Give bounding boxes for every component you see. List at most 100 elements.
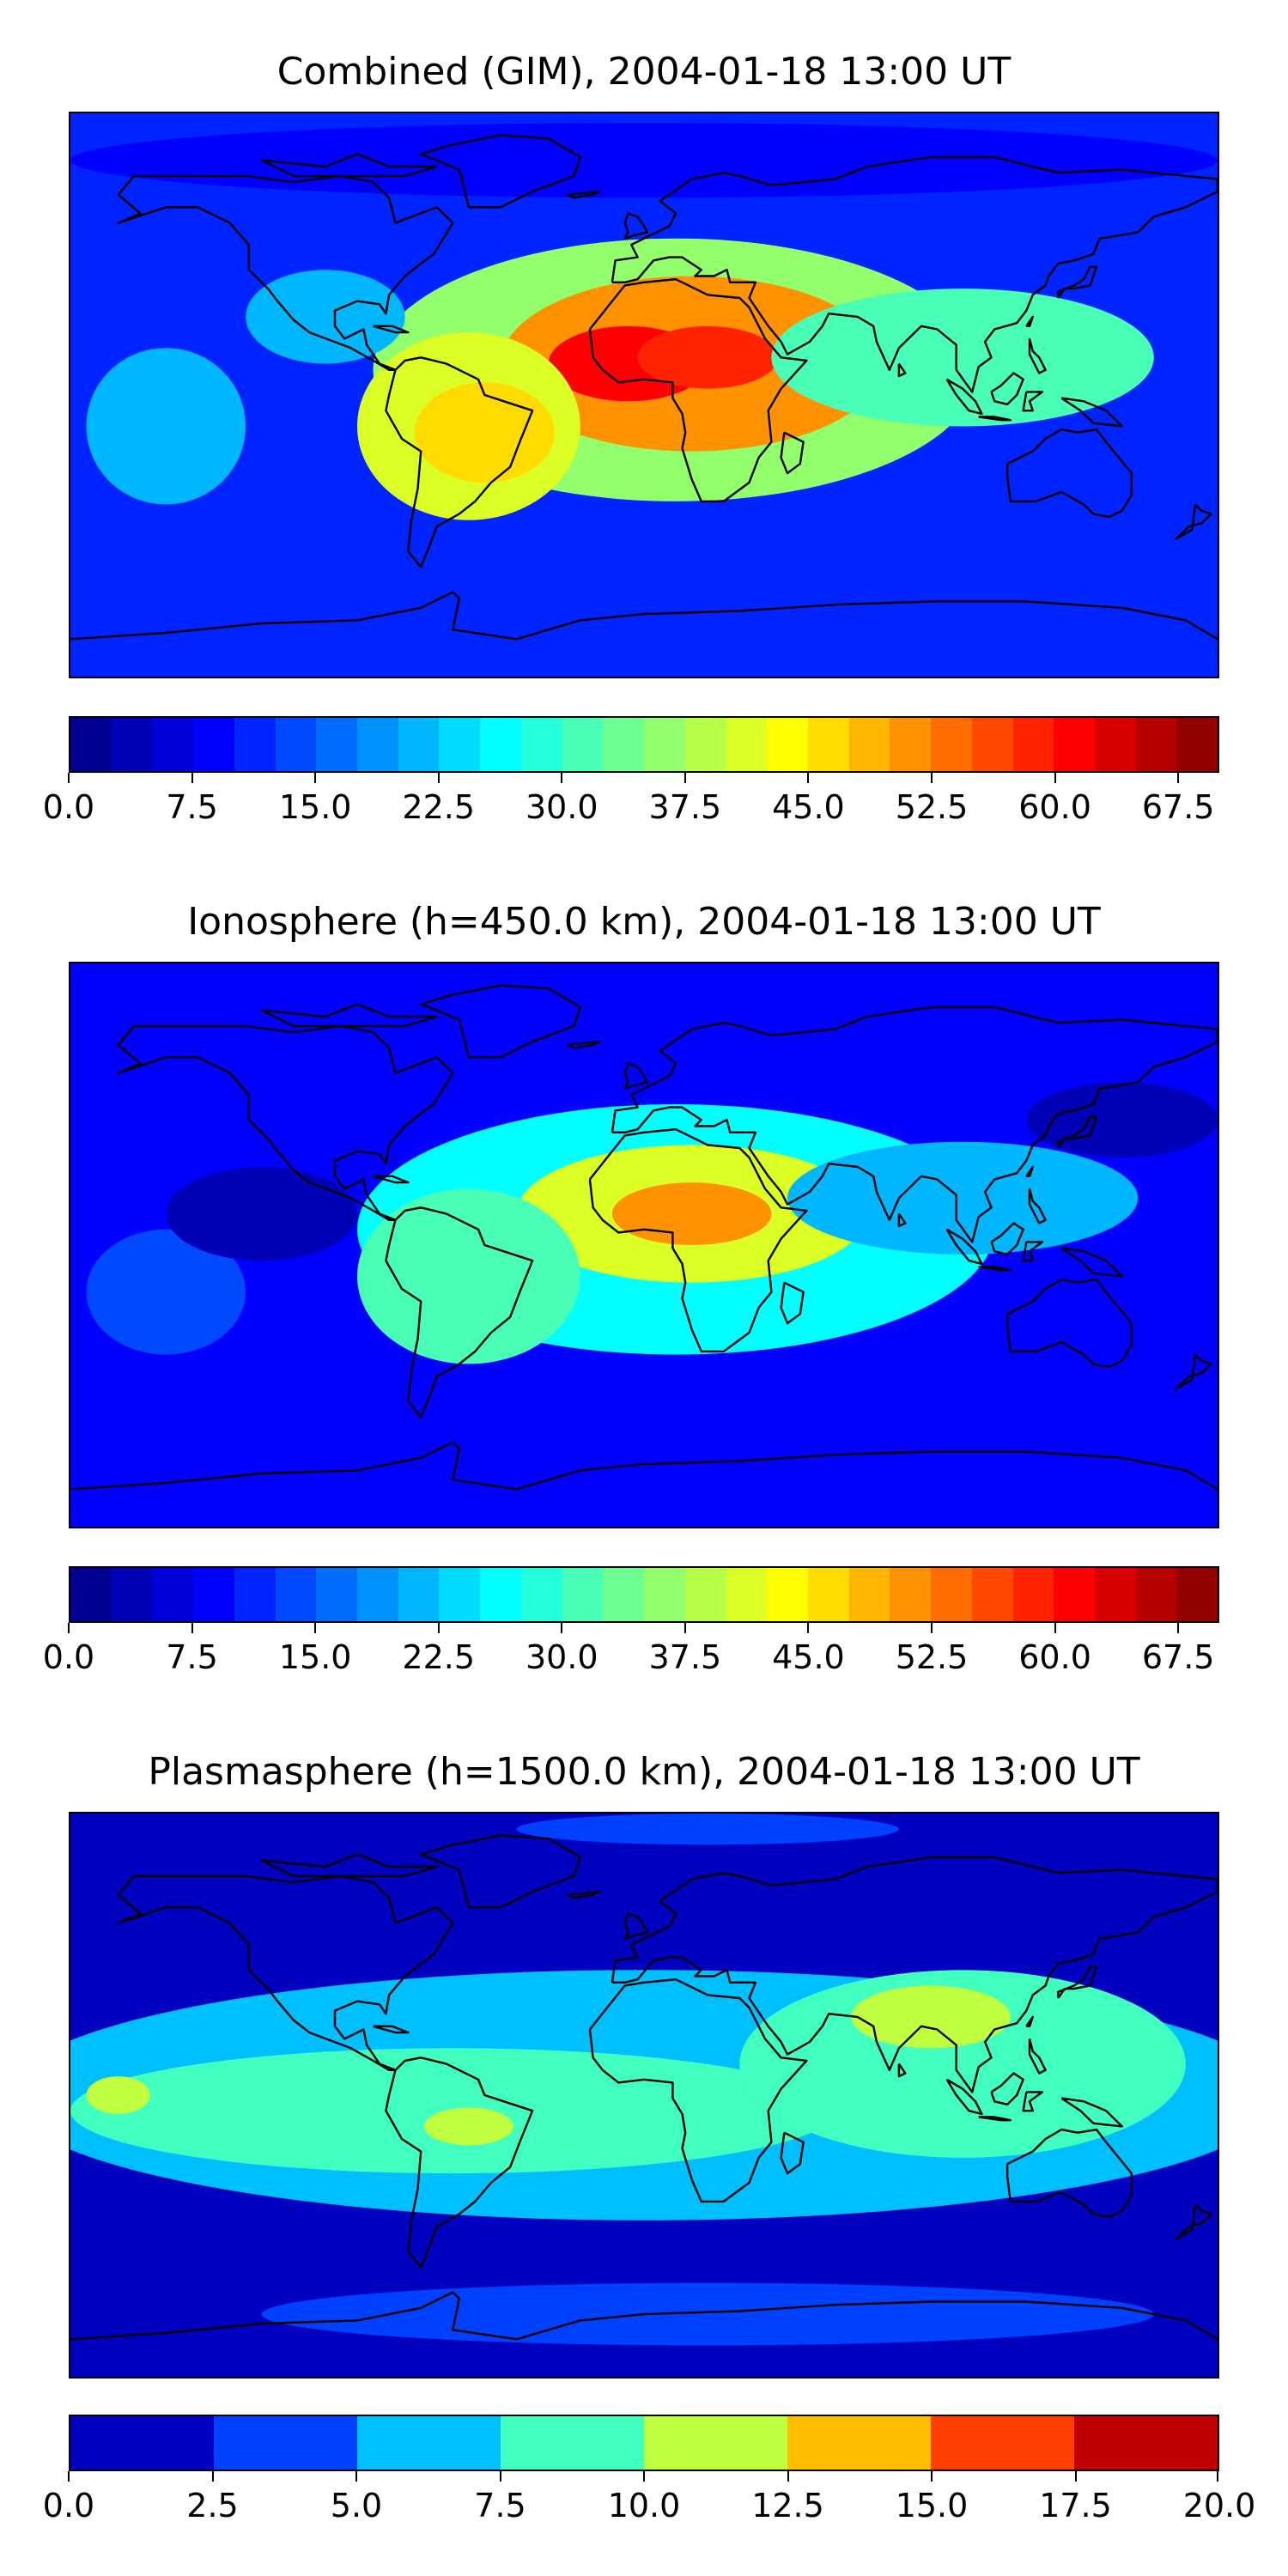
- colorbar-bin-2: [357, 2416, 501, 2470]
- coastline-16: [897, 362, 907, 378]
- colorbar-tick-mark: [68, 2471, 70, 2482]
- coastline-19: [1175, 503, 1212, 540]
- contour-region-5: [86, 1229, 246, 1355]
- colorbar-bin-7: [1074, 2416, 1218, 2470]
- coastline-2: [588, 1978, 808, 2203]
- coastline-7: [623, 212, 648, 240]
- colorbar-tick-label: 7.5: [474, 2487, 526, 2524]
- coastline-17: [567, 1040, 601, 1049]
- colorbar-bin-18: [807, 718, 849, 771]
- colorbar-bin-22: [971, 1568, 1013, 1621]
- colorbar-tick-mark: [1054, 1623, 1056, 1633]
- coastline-10: [978, 2116, 1012, 2122]
- contour-region-7: [516, 1814, 899, 1845]
- coastline-8: [1057, 265, 1098, 299]
- coastline-4: [1005, 2128, 1133, 2219]
- colorbar-tick-mark: [807, 773, 810, 783]
- colorbar-bin-6: [316, 718, 358, 771]
- coastline-8: [1057, 1965, 1098, 1999]
- colorbar-tick-mark: [355, 2471, 357, 2482]
- contour-region-10: [134, 614, 1218, 677]
- colorbar-bin-5: [275, 718, 317, 771]
- colorbar-bin-10: [480, 718, 521, 771]
- coastline-3: [611, 1856, 1218, 2093]
- contour-region-6: [166, 1166, 357, 1261]
- coastline-9: [945, 2078, 983, 2116]
- colorbar-tick-mark: [683, 1623, 686, 1633]
- colorbar-tick-mark: [643, 2471, 645, 2482]
- colorbar-ticks: 0.0 7.5 15.0 22.5 30.0 37.5 45.0 52.5 60.0 67.5: [43, 773, 1219, 833]
- coastline-18: [1025, 2015, 1035, 2028]
- colorbar-bin-3: [501, 2416, 644, 2470]
- colorbar-tick-mark: [314, 773, 317, 783]
- tec-heatmap: [70, 1814, 1218, 2377]
- colorbar-tick-mark: [191, 1623, 193, 1633]
- colorbar-bin-0: [70, 718, 112, 771]
- colorbar-bin-23: [1012, 1568, 1054, 1621]
- colorbar-bin-24: [1054, 718, 1095, 771]
- coastline-12: [1022, 2091, 1044, 2112]
- colorbar-tick-mark: [931, 1623, 933, 1633]
- colorbar-bin-11: [520, 718, 562, 771]
- colorbar-tick-mark: [1217, 2471, 1218, 2482]
- colorbar-tick-label: 37.5: [648, 1638, 722, 1676]
- colorbar-tick-label: 60.0: [1018, 1638, 1091, 1676]
- colorbar-tick-label: 5.0: [330, 2487, 383, 2524]
- coastline-20: [373, 2025, 410, 2034]
- colorbar-tick-mark: [314, 1623, 317, 1633]
- colorbar-bin-18: [807, 1568, 849, 1621]
- coastline-13: [1060, 1247, 1123, 1278]
- chart-title: Ionosphere (h=450.0 km), 2004-01-18 13:0…: [187, 900, 1101, 944]
- coastline-14: [1028, 338, 1047, 374]
- colorbar-tick-label: 60.0: [1018, 788, 1091, 826]
- coastline-0: [117, 1024, 454, 1221]
- colorbar-bin-14: [644, 718, 685, 771]
- coastline-18: [1025, 315, 1035, 328]
- colorbar-bin-7: [357, 718, 398, 771]
- coastline-12: [1022, 391, 1044, 412]
- colorbar-tick-label: 15.0: [278, 1638, 352, 1676]
- coastline-4: [1005, 428, 1133, 519]
- colorbar-tick-label: 22.5: [402, 788, 476, 826]
- colorbar-tick-mark: [1177, 1623, 1180, 1633]
- colorbar-bin-4: [234, 718, 276, 771]
- colorbar-bin-13: [603, 718, 645, 771]
- colorbar-bin-17: [767, 1568, 808, 1621]
- coastline-3: [611, 1005, 1218, 1243]
- contour-region-3: [357, 1188, 580, 1364]
- contour-region-4: [423, 2107, 513, 2146]
- colorbar-bin-24: [1054, 1568, 1095, 1621]
- coastline-6: [70, 2291, 1218, 2341]
- colorbar-bin-12: [562, 718, 604, 771]
- colorbar-bin-2: [152, 1568, 194, 1621]
- coastline-6: [70, 1441, 1218, 1491]
- colorbar-tick-mark: [437, 1623, 440, 1633]
- colorbar-bin-1: [214, 2416, 357, 2470]
- coastline-18: [1025, 1165, 1035, 1178]
- colorbar-bin-8: [398, 1568, 440, 1621]
- colorbar-tick-label: 37.5: [648, 788, 722, 826]
- coastline-12: [1022, 1241, 1044, 1262]
- colorbar-bin-23: [1012, 718, 1054, 771]
- map-ionosphere: [69, 962, 1219, 1528]
- colorbar-bin-20: [890, 718, 932, 771]
- colorbar-bin-16: [726, 1568, 768, 1621]
- colorbar-bin-10: [480, 1568, 521, 1621]
- colorbar-bin-0: [70, 2416, 214, 2470]
- coastline-8: [1057, 1115, 1098, 1149]
- coastline-21: [260, 153, 438, 178]
- colorbar-tick-label: 45.0: [772, 1638, 845, 1676]
- colorbar-bin-0: [70, 1568, 112, 1621]
- contour-region-9: [70, 123, 1218, 198]
- coastline-16: [897, 2063, 907, 2078]
- colorbar-bin-8: [398, 718, 440, 771]
- colorbar-tick-label: 17.5: [1039, 2487, 1112, 2524]
- colorbar-tick-mark: [561, 773, 563, 783]
- coastline-15: [780, 1281, 805, 1325]
- coastline-16: [897, 1212, 907, 1228]
- coastline-5: [420, 1834, 581, 1909]
- colorbar-bin-17: [767, 718, 808, 771]
- colorbar-tick-label: 67.5: [1141, 788, 1215, 826]
- coastline-7: [623, 1912, 648, 1940]
- chart-title: Plasmasphere (h=1500.0 km), 2004-01-18 1…: [148, 1750, 1140, 1794]
